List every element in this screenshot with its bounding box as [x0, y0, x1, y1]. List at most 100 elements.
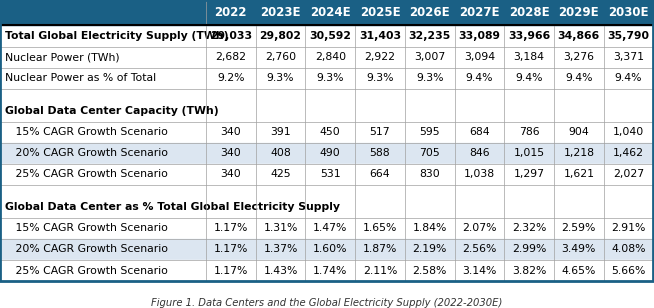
Bar	[0, 100, 653, 122]
Text: 664: 664	[370, 169, 390, 180]
Text: Total Global Electricity Supply (TWh): Total Global Electricity Supply (TWh)	[5, 31, 228, 41]
Text: 20% CAGR Growth Scenario: 20% CAGR Growth Scenario	[5, 148, 167, 158]
Text: 1,218: 1,218	[563, 148, 594, 158]
Text: 1.84%: 1.84%	[413, 223, 447, 233]
Text: Global Data Center as % Total Global Electricity Supply: Global Data Center as % Total Global Ele…	[5, 202, 339, 212]
Bar	[0, 122, 653, 143]
Bar	[0, 239, 653, 260]
Text: 340: 340	[220, 169, 241, 180]
Bar	[0, 218, 653, 239]
Text: 531: 531	[320, 169, 341, 180]
Bar	[0, 143, 653, 164]
Text: 684: 684	[469, 127, 490, 137]
Text: 1.17%: 1.17%	[214, 265, 248, 276]
Text: 340: 340	[220, 148, 241, 158]
Text: 34,866: 34,866	[558, 31, 600, 41]
Text: 4.08%: 4.08%	[611, 245, 645, 254]
Text: 3.82%: 3.82%	[512, 265, 546, 276]
Text: 904: 904	[568, 127, 589, 137]
Text: 2029E: 2029E	[559, 6, 599, 19]
Text: 9.2%: 9.2%	[217, 73, 245, 83]
Text: 33,966: 33,966	[508, 31, 550, 41]
Bar	[0, 260, 653, 281]
Text: 9.4%: 9.4%	[466, 73, 493, 83]
Text: 1.47%: 1.47%	[313, 223, 347, 233]
Text: 830: 830	[419, 169, 440, 180]
Text: 705: 705	[419, 148, 440, 158]
Text: 9.3%: 9.3%	[416, 73, 443, 83]
Text: 1,015: 1,015	[513, 148, 545, 158]
Bar	[0, 164, 653, 185]
Bar	[0, 26, 653, 47]
Text: 595: 595	[419, 127, 440, 137]
Text: 1.31%: 1.31%	[264, 223, 298, 233]
Text: 1.17%: 1.17%	[214, 223, 248, 233]
Text: 3,094: 3,094	[464, 52, 495, 62]
Text: 2.56%: 2.56%	[462, 245, 496, 254]
Text: 2030E: 2030E	[608, 6, 649, 19]
Text: 1.87%: 1.87%	[363, 245, 397, 254]
Text: 1.74%: 1.74%	[313, 265, 347, 276]
Text: 31,403: 31,403	[359, 31, 401, 41]
Text: 3,184: 3,184	[513, 52, 545, 62]
Bar	[0, 89, 653, 100]
Text: 2,840: 2,840	[315, 52, 346, 62]
Text: 2025E: 2025E	[360, 6, 400, 19]
Text: 408: 408	[270, 148, 291, 158]
Text: 1,038: 1,038	[464, 169, 495, 180]
Text: 29,802: 29,802	[260, 31, 301, 41]
Text: 2026E: 2026E	[409, 6, 450, 19]
Text: 2,760: 2,760	[265, 52, 296, 62]
Text: 9.3%: 9.3%	[267, 73, 294, 83]
Text: 3.14%: 3.14%	[462, 265, 496, 276]
Text: 3,276: 3,276	[563, 52, 594, 62]
Text: 1.37%: 1.37%	[264, 245, 298, 254]
Text: 846: 846	[469, 148, 490, 158]
Text: 2028E: 2028E	[509, 6, 549, 19]
Text: 15% CAGR Growth Scenario: 15% CAGR Growth Scenario	[5, 223, 167, 233]
Text: 1.43%: 1.43%	[264, 265, 298, 276]
Text: 15% CAGR Growth Scenario: 15% CAGR Growth Scenario	[5, 127, 167, 137]
Text: 9.4%: 9.4%	[615, 73, 642, 83]
Text: 9.4%: 9.4%	[565, 73, 593, 83]
Text: 786: 786	[519, 127, 540, 137]
Bar	[0, 0, 653, 26]
Text: 2,922: 2,922	[364, 52, 396, 62]
Text: 1.65%: 1.65%	[363, 223, 397, 233]
Text: 9.4%: 9.4%	[515, 73, 543, 83]
Text: 2,027: 2,027	[613, 169, 644, 180]
Text: 3,007: 3,007	[414, 52, 445, 62]
Text: 2024E: 2024E	[310, 6, 351, 19]
Text: Nuclear Power as % of Total: Nuclear Power as % of Total	[5, 73, 156, 83]
Text: Nuclear Power (TWh): Nuclear Power (TWh)	[5, 52, 119, 62]
Bar	[0, 47, 653, 68]
Bar	[0, 185, 653, 197]
Text: 3,371: 3,371	[613, 52, 644, 62]
Text: 391: 391	[270, 127, 291, 137]
Text: 2.32%: 2.32%	[512, 223, 546, 233]
Text: 2022: 2022	[215, 6, 247, 19]
Text: 2.19%: 2.19%	[413, 245, 447, 254]
Text: 2.59%: 2.59%	[562, 223, 596, 233]
Text: 1,297: 1,297	[513, 169, 545, 180]
Text: 25% CAGR Growth Scenario: 25% CAGR Growth Scenario	[5, 265, 167, 276]
Text: 9.3%: 9.3%	[366, 73, 394, 83]
Text: 30,592: 30,592	[309, 31, 351, 41]
Text: 425: 425	[270, 169, 291, 180]
Text: 2.99%: 2.99%	[512, 245, 546, 254]
Text: 1.17%: 1.17%	[214, 245, 248, 254]
Text: 20% CAGR Growth Scenario: 20% CAGR Growth Scenario	[5, 245, 167, 254]
Text: 35,790: 35,790	[608, 31, 649, 41]
Text: Figure 1. Data Centers and the Global Electricity Supply (2022-2030E): Figure 1. Data Centers and the Global El…	[151, 298, 503, 308]
Text: 9.3%: 9.3%	[317, 73, 344, 83]
Text: 29,033: 29,033	[210, 31, 252, 41]
Bar	[0, 197, 653, 218]
Text: 588: 588	[370, 148, 390, 158]
Text: 2.11%: 2.11%	[363, 265, 397, 276]
Text: 33,089: 33,089	[458, 31, 500, 41]
Text: 1,462: 1,462	[613, 148, 644, 158]
Text: 2.58%: 2.58%	[413, 265, 447, 276]
Text: 490: 490	[320, 148, 341, 158]
Text: 25% CAGR Growth Scenario: 25% CAGR Growth Scenario	[5, 169, 167, 180]
Text: 340: 340	[220, 127, 241, 137]
